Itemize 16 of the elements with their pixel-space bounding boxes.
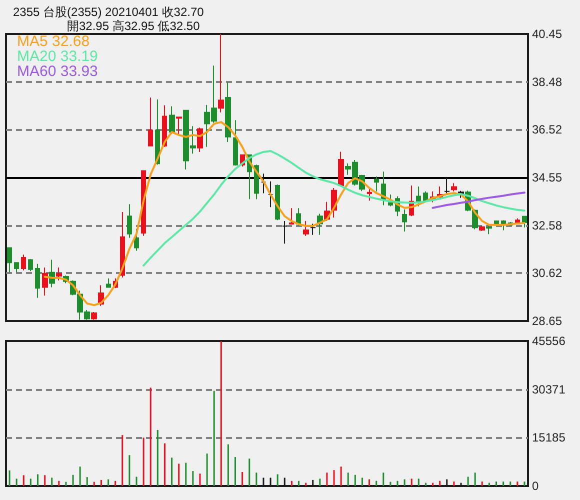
- y-tick-label: 40.45: [532, 27, 562, 41]
- chart-title: 2355 台股(2355) 20210401 收32.70: [13, 5, 204, 19]
- y-tick-label: 32.58: [532, 218, 562, 232]
- text: MA5 32.68: [17, 33, 90, 50]
- y-tick-label: 34.55: [532, 170, 562, 184]
- y-tick-label: 0: [532, 479, 539, 493]
- chart-subtitle: 開32.95 高32.95 低32.50: [67, 19, 200, 33]
- y-tick-label: 45556: [532, 334, 566, 348]
- y-tick-label: 30371: [532, 382, 566, 396]
- text: MA60 33.93: [17, 63, 98, 80]
- y-tick-label: 15185: [532, 430, 566, 445]
- y-tick-label: 30.62: [532, 266, 562, 280]
- y-tick-label: 38.48: [532, 74, 562, 89]
- y-tick-label: 36.52: [532, 122, 562, 137]
- text: MA20 33.19: [17, 48, 98, 65]
- y-tick-label: 28.65: [532, 314, 562, 328]
